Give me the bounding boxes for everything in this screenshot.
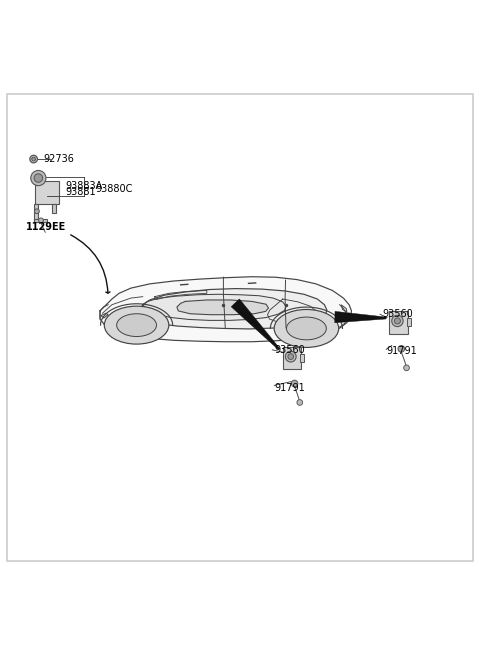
Bar [35, 181, 59, 204]
Circle shape [285, 351, 296, 362]
Ellipse shape [287, 317, 326, 340]
Circle shape [31, 170, 46, 185]
Text: 1129EE: 1129EE [25, 222, 66, 232]
Polygon shape [139, 289, 327, 329]
Circle shape [392, 315, 403, 327]
Text: 93880C: 93880C [96, 184, 132, 194]
Bar [52, 204, 56, 213]
Bar [283, 347, 301, 369]
Circle shape [38, 218, 43, 223]
Circle shape [32, 157, 36, 161]
Circle shape [404, 365, 409, 371]
Text: 93560: 93560 [274, 345, 305, 355]
Circle shape [35, 209, 39, 214]
Circle shape [291, 380, 298, 387]
Circle shape [30, 155, 37, 163]
Ellipse shape [274, 309, 339, 347]
Bar [34, 219, 47, 222]
Polygon shape [343, 315, 348, 322]
Polygon shape [177, 300, 268, 314]
Text: 93560: 93560 [383, 309, 413, 319]
Polygon shape [342, 305, 347, 312]
Bar [407, 318, 411, 326]
Circle shape [395, 318, 400, 324]
Text: 91791: 91791 [274, 383, 305, 393]
Polygon shape [231, 299, 279, 350]
Text: 93881: 93881 [65, 187, 96, 196]
Circle shape [398, 346, 405, 352]
Text: 93883A: 93883A [65, 181, 103, 191]
Circle shape [297, 400, 302, 405]
Text: 92736: 92736 [43, 154, 74, 164]
Polygon shape [335, 311, 386, 323]
Bar [34, 204, 38, 222]
Bar [389, 311, 408, 334]
Text: 91791: 91791 [386, 346, 417, 356]
Polygon shape [143, 294, 286, 320]
Polygon shape [100, 276, 351, 342]
Ellipse shape [117, 314, 156, 337]
Ellipse shape [104, 306, 169, 344]
Circle shape [34, 174, 43, 182]
Circle shape [288, 354, 294, 360]
Bar [300, 354, 304, 362]
Polygon shape [101, 313, 108, 318]
